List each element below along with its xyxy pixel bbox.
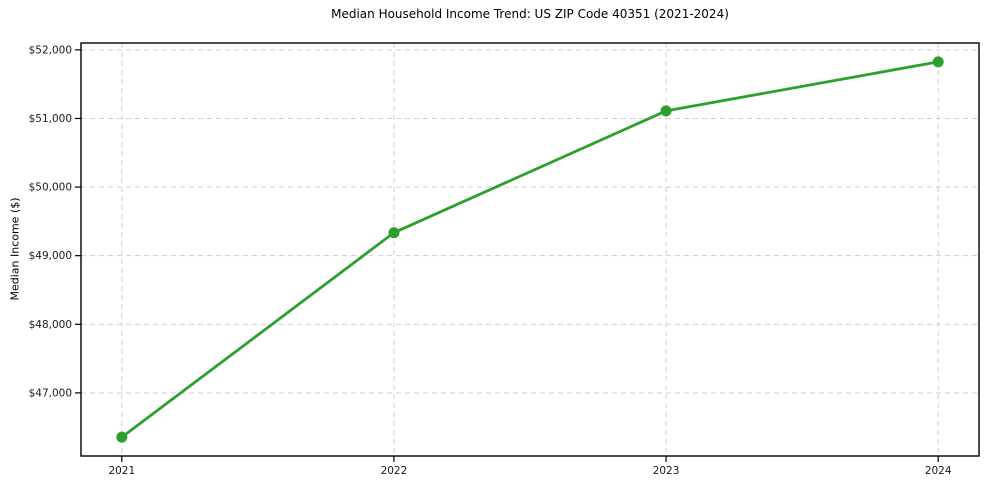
- x-tick-label: 2024: [925, 465, 952, 477]
- data-point: [932, 56, 944, 68]
- chart-title: Median Household Income Trend: US ZIP Co…: [331, 7, 729, 21]
- y-axis-label: Median Income ($): [8, 197, 22, 301]
- data-point: [388, 227, 400, 239]
- y-tick-label: $48,000: [29, 319, 72, 331]
- data-point: [116, 431, 128, 443]
- y-tick-label: $50,000: [29, 182, 72, 194]
- y-tick-label: $51,000: [29, 113, 72, 125]
- y-tick-label: $52,000: [29, 44, 72, 56]
- y-tick-label: $49,000: [29, 250, 72, 262]
- x-tick-label: 2021: [108, 465, 135, 477]
- x-tick-label: 2022: [381, 465, 408, 477]
- y-tick-label: $47,000: [29, 387, 72, 399]
- data-point: [660, 105, 672, 117]
- trend-line: [120, 60, 940, 439]
- plot-border: [80, 42, 980, 457]
- x-tick-label: 2023: [653, 465, 680, 477]
